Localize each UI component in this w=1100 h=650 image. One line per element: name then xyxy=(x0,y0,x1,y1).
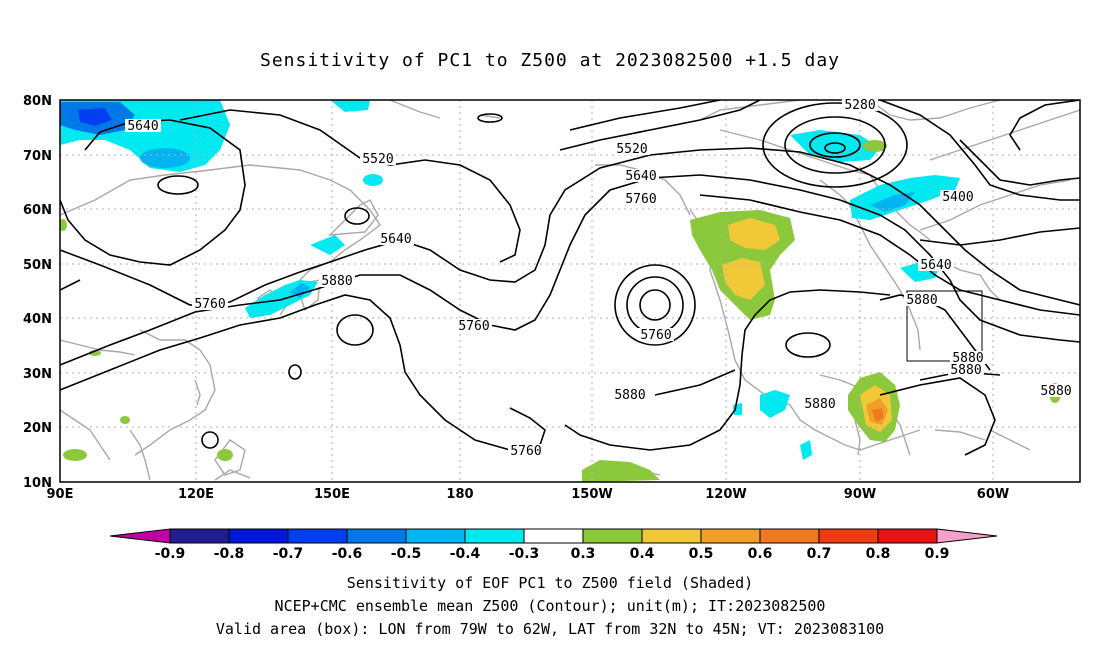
contour-label-bg xyxy=(940,190,976,203)
contour-label-bg xyxy=(192,297,228,310)
contour-label-bg xyxy=(638,328,674,341)
lat-label: 60N xyxy=(23,203,52,218)
lat-label: 40N xyxy=(23,312,52,327)
plot-frame xyxy=(59,99,1081,483)
caption-shading: Sensitivity of EOF PC1 to Z500 field (Sh… xyxy=(346,574,754,592)
colorbar-label: 0.8 xyxy=(866,546,891,562)
contour-label: 5760 xyxy=(640,328,671,343)
contour-label: 5640 xyxy=(920,258,951,273)
contour-label-bg xyxy=(623,169,659,182)
contour-label: 5520 xyxy=(362,152,393,167)
contour-label: 5760 xyxy=(510,444,541,459)
contour-label-bg xyxy=(904,293,940,306)
contour-label: 5880 xyxy=(614,388,645,403)
colorbar-left-arrow xyxy=(109,528,171,544)
contour-label-bg xyxy=(950,351,986,364)
contour-label: 5400 xyxy=(942,190,973,205)
contour-label-bg xyxy=(125,119,161,132)
colorbar-swatch xyxy=(287,528,348,544)
contour-label: 5880 xyxy=(321,274,352,289)
contour-label: 5880 xyxy=(952,351,983,366)
colorbar-label: -0.8 xyxy=(214,546,245,562)
lat-label: 70N xyxy=(23,149,52,164)
lat-label: 30N xyxy=(23,367,52,382)
colorbar-swatch xyxy=(523,528,584,544)
colorbar-swatch xyxy=(641,528,702,544)
colorbar-swatch xyxy=(228,528,289,544)
latitude-labels: 80N 70N 60N 50N 40N 30N 20N 10N xyxy=(23,94,52,491)
colorbar-swatch xyxy=(582,528,643,544)
colorbar-label: -0.3 xyxy=(509,546,540,562)
contour-label-bg xyxy=(1038,384,1074,397)
contour-label-bg xyxy=(378,232,414,245)
lon-label: 120E xyxy=(178,487,214,502)
colorbar-swatch xyxy=(346,528,407,544)
contour-label: 5880 xyxy=(804,397,835,412)
colorbar-label: -0.4 xyxy=(450,546,481,562)
colorbar: -0.9 -0.8 -0.7 -0.6 -0.5 -0.4 -0.3 0.3 0.4 0.5 0.6… xyxy=(109,528,998,562)
colorbar-swatch xyxy=(877,528,938,544)
colorbar-label: 0.5 xyxy=(689,546,714,562)
contour-label: 5640 xyxy=(127,119,158,134)
grid-lines xyxy=(60,100,1080,482)
lat-label: 10N xyxy=(23,476,52,491)
contour-labels: 5280 5640 5520 5520 5640 5760 5400 5640 5640 5760… xyxy=(125,98,1074,459)
z500-contours xyxy=(60,100,1080,456)
lon-label: 90W xyxy=(844,487,876,502)
contour-label: 5640 xyxy=(380,232,411,247)
caption-valid-area: Valid area (box): LON from 79W to 62W, L… xyxy=(215,620,885,638)
colorbar-right-arrow xyxy=(936,528,998,544)
colorbar-label: 0.4 xyxy=(630,546,655,562)
contour-label-bg xyxy=(319,274,355,287)
contour-label: 5880 xyxy=(906,293,937,308)
colorbar-label: -0.7 xyxy=(273,546,304,562)
lon-label: 150E xyxy=(314,487,350,502)
contour-label-bg xyxy=(623,192,659,205)
colorbar-swatch xyxy=(464,528,525,544)
lon-label: 180 xyxy=(446,487,473,502)
contour-label: 5640 xyxy=(625,169,656,184)
colorbar-label: 0.3 xyxy=(571,546,596,562)
contour-label-bg xyxy=(360,152,396,165)
colorbar-swatch xyxy=(405,528,466,544)
colorbar-swatch xyxy=(700,528,761,544)
colorbar-label: -0.9 xyxy=(155,546,186,562)
colorbar-label: -0.5 xyxy=(391,546,422,562)
lon-label: 150W xyxy=(571,487,612,502)
contour-label-bg xyxy=(842,98,878,111)
lat-label: 20N xyxy=(23,421,52,436)
lat-label: 80N xyxy=(23,94,52,109)
contour-label: 5880 xyxy=(1040,384,1071,399)
colorbar-swatch xyxy=(818,528,879,544)
colorbar-label: 0.7 xyxy=(807,546,832,562)
contour-label-bg xyxy=(614,142,650,155)
longitude-labels: 90E 120E 150E 180 150W 120W 90W 60W xyxy=(47,487,1010,502)
contour-label-bg xyxy=(456,319,492,332)
colorbar-swatch xyxy=(169,528,230,544)
contour-label: 5280 xyxy=(844,98,875,113)
caption-contour: NCEP+CMC ensemble mean Z500 (Contour); u… xyxy=(274,597,826,615)
lon-label: 60W xyxy=(977,487,1009,502)
contour-label-bg xyxy=(918,258,954,271)
colorbar-swatch xyxy=(759,528,820,544)
colorbar-label: 0.9 xyxy=(925,546,950,562)
contour-label: 5760 xyxy=(194,297,225,312)
colorbar-label: 0.6 xyxy=(748,546,773,562)
valid-area-box xyxy=(906,290,983,362)
contour-label-bg xyxy=(508,444,544,457)
contour-label: 5520 xyxy=(616,142,647,157)
contour-label: 5880 xyxy=(950,363,981,378)
lat-label: 50N xyxy=(23,258,52,273)
colorbar-label: -0.6 xyxy=(332,546,363,562)
contour-label: 5760 xyxy=(625,192,656,207)
map-title: Sensitivity of PC1 to Z500 at 2023082500… xyxy=(259,50,840,71)
lon-label: 90E xyxy=(47,487,74,502)
contour-label: 5760 xyxy=(458,319,489,334)
contour-label-bg xyxy=(948,363,984,376)
lon-label: 120W xyxy=(705,487,746,502)
contour-label-bg xyxy=(612,388,648,401)
contour-label-bg xyxy=(802,397,838,410)
